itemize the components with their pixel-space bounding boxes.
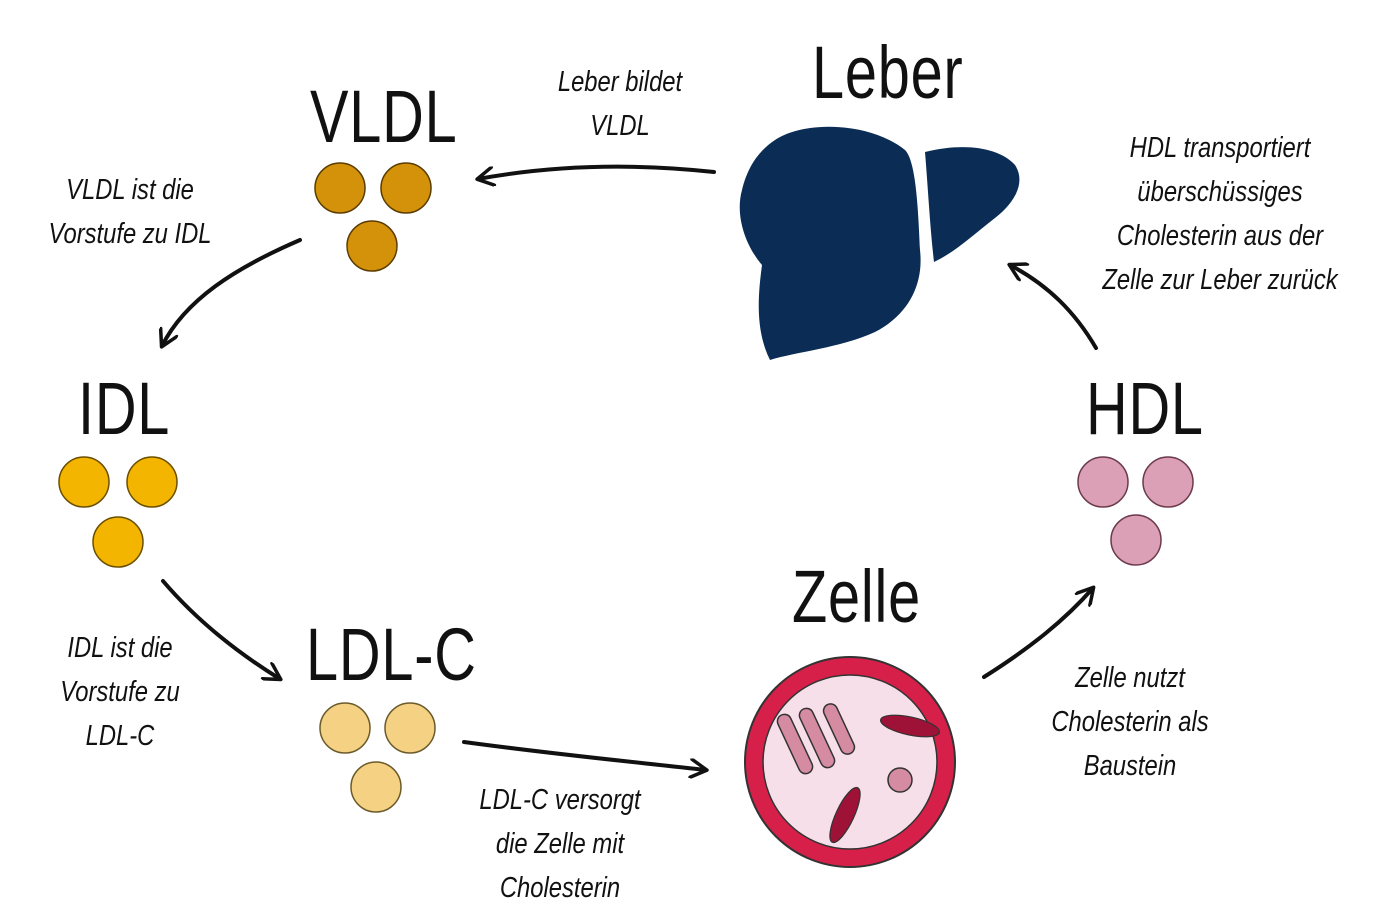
annotation-line: Vorstufe zu IDL	[48, 218, 212, 250]
annotation-vldl-idl: VLDL ist die Vorstufe zu IDL	[40, 168, 220, 256]
annotation-line: die Zelle mit	[495, 828, 625, 860]
annotation-line: Zelle nutzt	[1075, 662, 1185, 694]
annotation-ldl-zelle: LDL-C versorgt die Zelle mit Cholesterin	[462, 778, 659, 910]
hdl-particles	[1077, 456, 1194, 566]
vldl-title: VLDL	[310, 75, 458, 158]
annotation-line: VLDL ist die	[66, 174, 194, 206]
arrow-hdl-to-leber	[1010, 265, 1098, 350]
annotation-line: Cholesterin aus der	[1116, 220, 1324, 252]
hdl-particle	[1077, 456, 1129, 508]
annotation-leber-vldl: Leber bildet VLDL	[538, 60, 702, 148]
annotation-idl-ldl: IDL ist die Vorstufe zu LDL-C	[38, 626, 202, 758]
idl-particle	[126, 456, 178, 508]
annotation-line: LDL-C versorgt	[479, 784, 641, 816]
idl-particle	[58, 456, 110, 508]
idl-particles	[58, 456, 178, 568]
vldl-particles	[314, 162, 432, 272]
vldl-particle	[314, 162, 366, 214]
annotation-line: HDL transportiert	[1129, 132, 1311, 164]
annotation-line: VLDL	[590, 110, 650, 142]
annotation-line: überschüssiges	[1137, 176, 1303, 208]
annotation-hdl-leber: HDL transportiert überschüssiges Cholest…	[1089, 126, 1351, 302]
arrow-idl-to-ldl	[161, 579, 280, 679]
ldl-title: LDL-C	[306, 613, 477, 696]
ldl-particles	[319, 702, 436, 813]
idl-particle	[92, 516, 144, 568]
annotation-line: Zelle zur Leber zurück	[1102, 264, 1338, 296]
annotation-line: Leber bildet	[557, 66, 683, 98]
ldl-particle	[384, 702, 436, 754]
cell-icon	[744, 656, 956, 868]
annotation-line: LDL-C	[85, 720, 155, 752]
arrow-ldl-to-zelle	[462, 740, 706, 770]
vldl-particle	[346, 220, 398, 272]
hdl-particle	[1110, 514, 1162, 566]
annotation-line: IDL ist die	[67, 632, 173, 664]
ldl-particle	[350, 761, 402, 813]
idl-title: IDL	[78, 367, 171, 450]
liver-icon	[739, 126, 1020, 360]
arrow-leber-to-vldl	[478, 164, 716, 179]
arrow-vldl-to-idl	[162, 238, 302, 346]
annotation-line: Cholesterin	[499, 872, 621, 904]
annotation-zelle-hdl: Zelle nutzt Cholesterin als Baustein	[1032, 656, 1229, 788]
ldl-particle	[319, 702, 371, 754]
annotation-line: Cholesterin als	[1051, 706, 1209, 738]
hdl-title: HDL	[1086, 367, 1204, 450]
annotation-line: Baustein	[1083, 750, 1177, 782]
zelle-title: Zelle	[792, 555, 922, 638]
vldl-particle	[380, 162, 432, 214]
hdl-particle	[1142, 456, 1194, 508]
arrow-zelle-to-hdl	[982, 588, 1093, 679]
annotation-line: Vorstufe zu	[60, 676, 180, 708]
leber-title: Leber	[812, 31, 964, 114]
